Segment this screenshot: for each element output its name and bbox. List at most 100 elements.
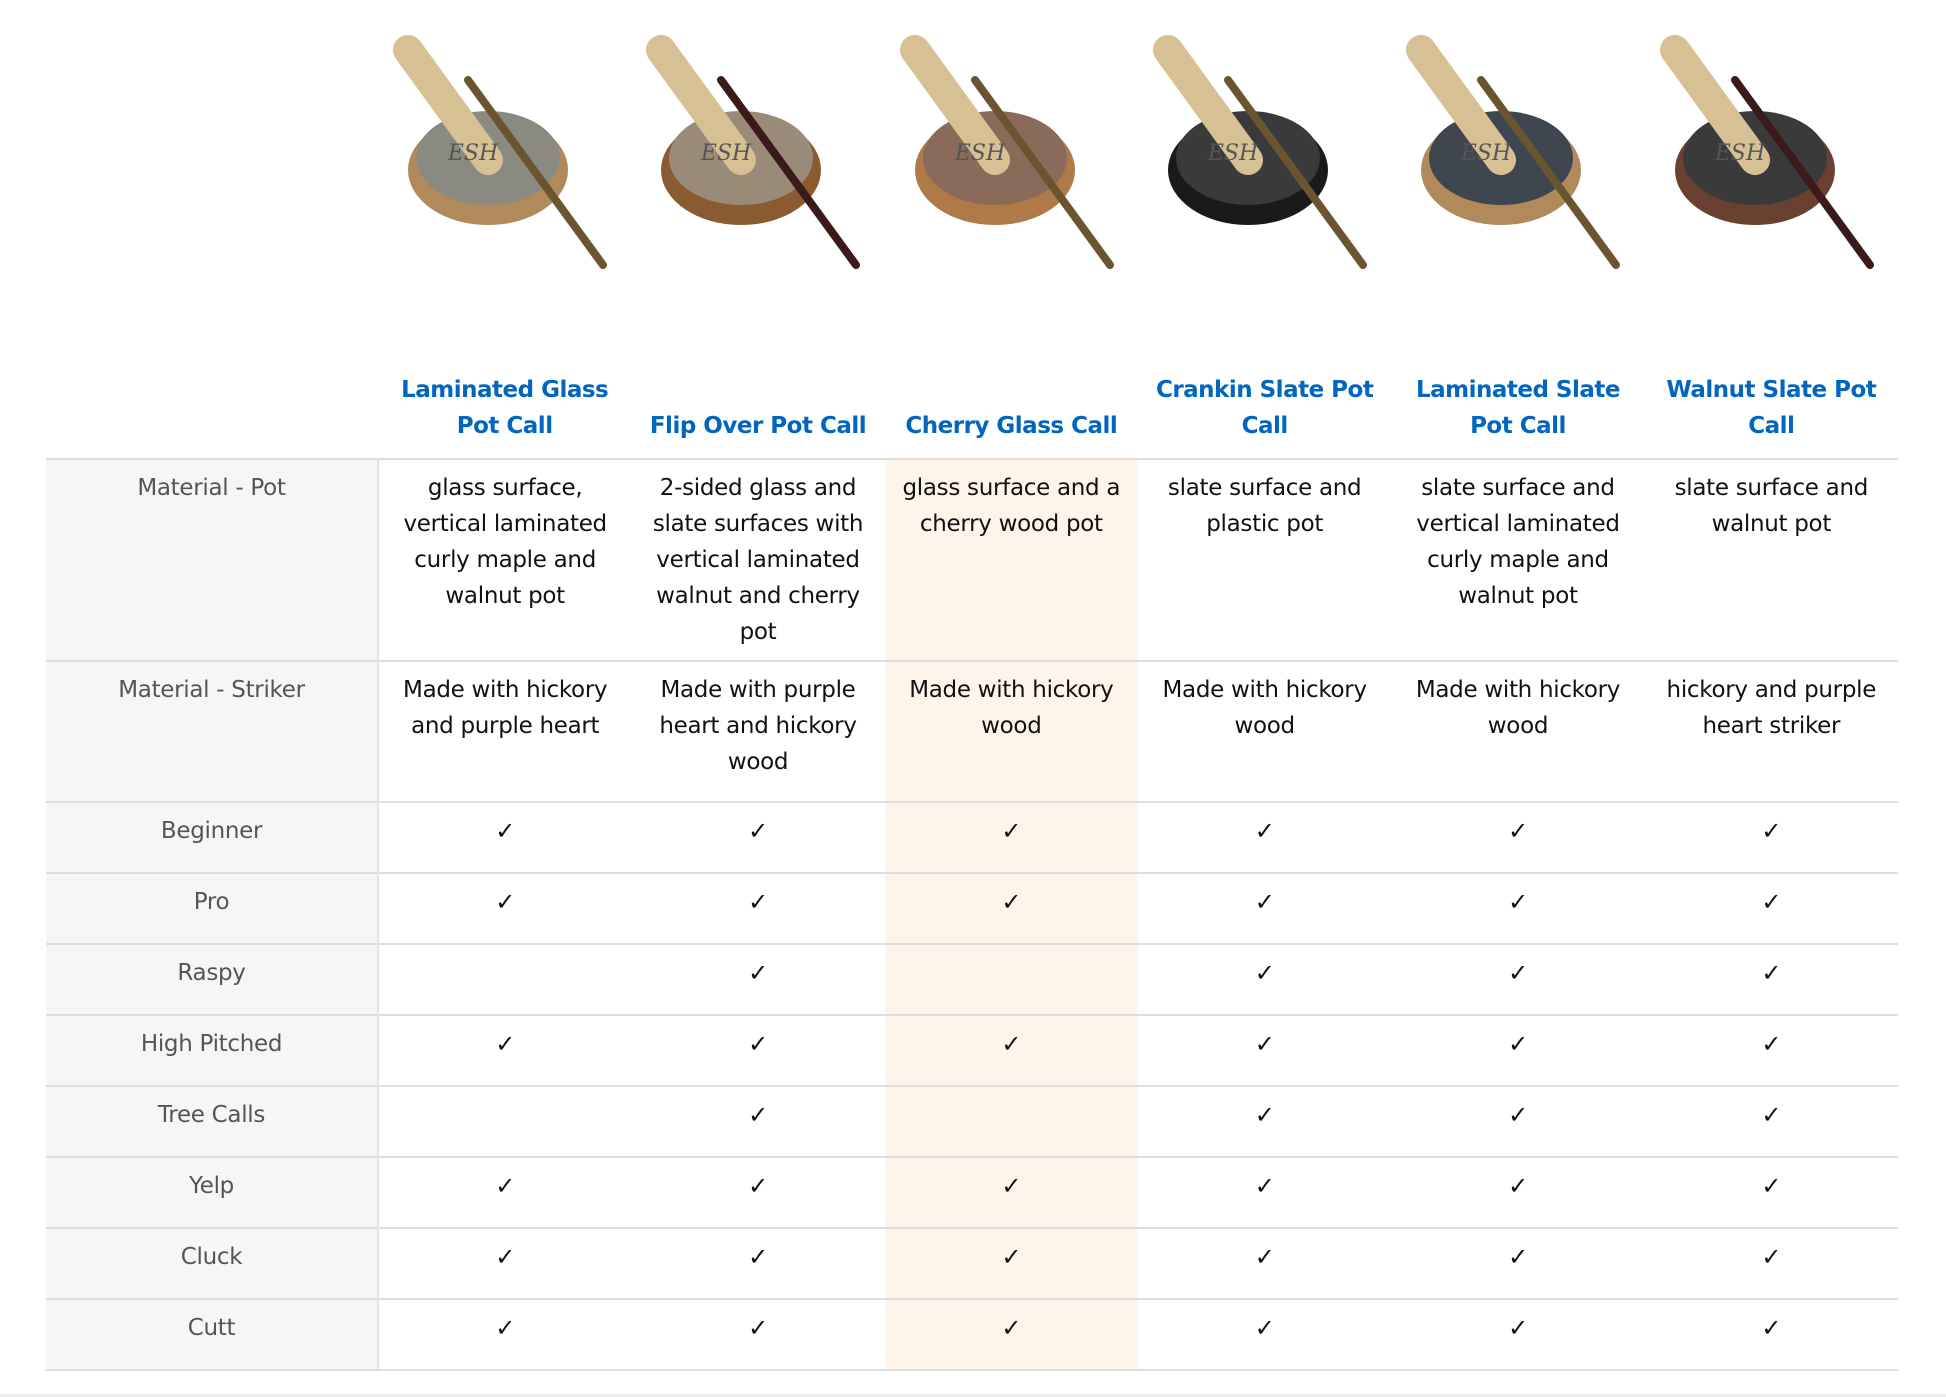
product-name-link[interactable]: Crankin Slate Pot Call <box>1155 377 1374 439</box>
table-row: Tree Calls ✓ ✓ ✓ ✓ <box>46 1085 1898 1157</box>
row-label: Tree Calls <box>46 1085 379 1157</box>
check-icon: ✓ <box>748 1243 768 1271</box>
cell-check: ✓ <box>1391 801 1645 873</box>
cell-check: ✓ <box>378 1298 632 1371</box>
cell-check: ✓ <box>378 801 632 873</box>
table-row: Material - Striker Made with hickory and … <box>46 660 1898 802</box>
cell-check: ✓ <box>631 1085 885 1157</box>
product-image[interactable]: ESH <box>885 20 1138 280</box>
cell-text: slate surface and plastic pot <box>1137 458 1392 661</box>
product-image[interactable]: ESH <box>1645 20 1898 280</box>
logo-text: ESH <box>1460 141 1512 166</box>
cell-text: hickory and purple heart striker <box>1644 660 1898 802</box>
check-icon: ✓ <box>1508 959 1528 987</box>
cell-check: ✓ <box>1391 943 1645 1015</box>
cell-check: ✓ <box>1644 943 1898 1015</box>
check-icon: ✓ <box>748 1314 768 1342</box>
cell-check <box>884 1085 1138 1157</box>
check-icon: ✓ <box>748 959 768 987</box>
cell-check: ✓ <box>1137 872 1392 944</box>
product-image[interactable]: ESH <box>631 20 884 280</box>
row-label: High Pitched <box>46 1014 379 1086</box>
cell-check: ✓ <box>378 1014 632 1086</box>
cell-check: ✓ <box>1391 1227 1645 1299</box>
check-icon: ✓ <box>1761 817 1782 845</box>
table-row: Cutt ✓ ✓ ✓ ✓ ✓ ✓ <box>46 1298 1898 1371</box>
product-name-link[interactable]: Laminated Glass Pot Call <box>401 377 609 439</box>
row-label: Cluck <box>46 1227 379 1299</box>
check-icon: ✓ <box>748 1030 768 1058</box>
cell-check: ✓ <box>1137 1156 1392 1228</box>
product-name-link[interactable]: Cherry Glass Call <box>905 413 1118 439</box>
pot-call-image: ESH <box>1659 35 1874 269</box>
cell-check: ✓ <box>631 1156 885 1228</box>
check-icon: ✓ <box>1254 1172 1275 1200</box>
check-icon: ✓ <box>1761 1314 1782 1342</box>
cell-text: 2-sided glass and slate surfaces with ve… <box>631 458 885 661</box>
product-images: ESH ESH ESH ESH ESH ESH <box>378 20 1898 280</box>
table-row: Beginner ✓ ✓ ✓ ✓ ✓ ✓ <box>46 801 1898 873</box>
cell-check: ✓ <box>1137 1014 1392 1086</box>
cell-check: ✓ <box>1644 1227 1898 1299</box>
cell-check: ✓ <box>1137 801 1392 873</box>
cell-check: ✓ <box>884 1014 1138 1086</box>
empty-corner <box>46 372 378 459</box>
check-icon: ✓ <box>1254 1101 1275 1129</box>
row-label: Pro <box>46 872 379 944</box>
cell-check: ✓ <box>884 872 1138 944</box>
divider <box>0 1394 1946 1397</box>
check-icon: ✓ <box>1761 888 1782 916</box>
pot-call-image: ESH <box>1406 35 1621 269</box>
check-icon: ✓ <box>1508 1172 1528 1200</box>
cell-check: ✓ <box>1391 1014 1645 1086</box>
cell-text: glass surface and a cherry wood pot <box>884 458 1138 661</box>
product-image[interactable]: ESH <box>1391 20 1644 280</box>
cell-check: ✓ <box>1137 1227 1392 1299</box>
table-row: Raspy ✓ ✓ ✓ ✓ <box>46 943 1898 1015</box>
cell-check: ✓ <box>631 1298 885 1371</box>
cell-check <box>884 943 1138 1015</box>
check-icon: ✓ <box>1761 959 1782 987</box>
pot-call-image: ESH <box>899 35 1114 269</box>
cell-check: ✓ <box>884 801 1138 873</box>
cell-check: ✓ <box>378 1156 632 1228</box>
logo-text: ESH <box>1714 141 1766 166</box>
check-icon: ✓ <box>1001 888 1022 916</box>
table-row: Material - Pot glass surface, vertical la… <box>46 458 1898 661</box>
check-icon: ✓ <box>1254 1030 1275 1058</box>
table-row: Yelp ✓ ✓ ✓ ✓ ✓ ✓ <box>46 1156 1898 1228</box>
cell-check: ✓ <box>1644 1156 1898 1228</box>
check-icon: ✓ <box>495 1243 516 1271</box>
product-name-link[interactable]: Walnut Slate Pot Call <box>1666 377 1877 439</box>
check-icon: ✓ <box>495 1172 516 1200</box>
row-label: Material - Pot <box>46 458 379 661</box>
cell-check: ✓ <box>1391 1156 1645 1228</box>
product-name-link[interactable]: Laminated Slate Pot Call <box>1415 377 1621 439</box>
row-label: Cutt <box>46 1298 379 1371</box>
cell-text: slate surface and vertical laminated cur… <box>1391 458 1645 661</box>
table-row: High Pitched ✓ ✓ ✓ ✓ ✓ ✓ <box>46 1014 1898 1086</box>
cell-check: ✓ <box>378 1227 632 1299</box>
row-label: Raspy <box>46 943 379 1015</box>
row-label: Material - Striker <box>46 660 379 802</box>
cell-check: ✓ <box>1644 872 1898 944</box>
logo-text: ESH <box>700 141 752 166</box>
product-image[interactable]: ESH <box>378 20 631 280</box>
product-name-link[interactable]: Flip Over Pot Call <box>649 413 867 439</box>
comparison-table: Laminated Glass Pot Call Flip Over Pot Ca… <box>46 372 1898 1371</box>
cell-check: ✓ <box>1137 943 1392 1015</box>
cell-check: ✓ <box>1644 1298 1898 1371</box>
cell-text: Made with hickory wood <box>884 660 1138 802</box>
cell-check: ✓ <box>884 1227 1138 1299</box>
check-icon: ✓ <box>1254 1243 1275 1271</box>
cell-check <box>378 1085 632 1157</box>
pot-call-image: ESH <box>1153 35 1368 269</box>
cell-check <box>378 943 632 1015</box>
check-icon: ✓ <box>495 1314 516 1342</box>
check-icon: ✓ <box>1254 888 1275 916</box>
cell-check: ✓ <box>884 1156 1138 1228</box>
check-icon: ✓ <box>748 888 768 916</box>
product-image[interactable]: ESH <box>1138 20 1391 280</box>
cell-check: ✓ <box>631 943 885 1015</box>
cell-check: ✓ <box>1391 1298 1645 1371</box>
